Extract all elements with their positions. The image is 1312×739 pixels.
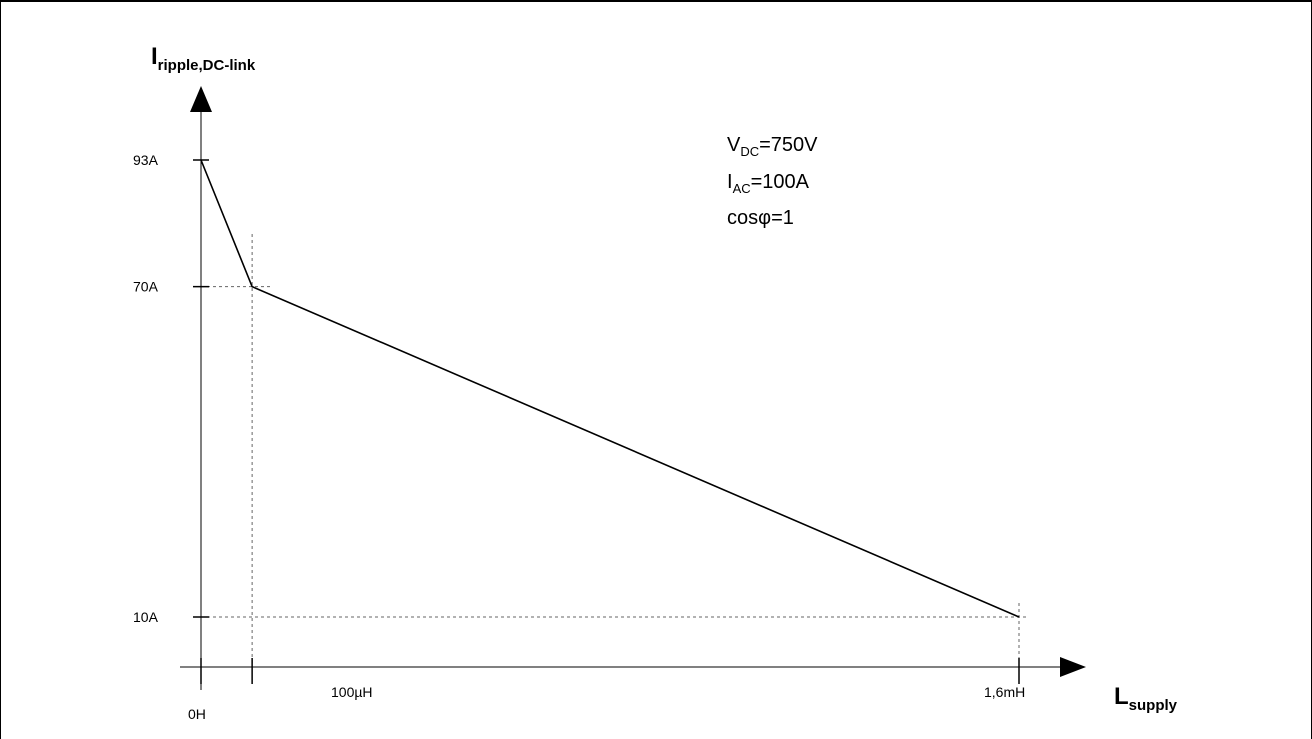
annotation-cos: cosφ=1 — [727, 207, 794, 229]
annotation-vdc-sub: DC — [740, 144, 759, 159]
y-axis-title: Iripple,DC-link — [151, 43, 256, 74]
y-tick-label-1: 70A — [133, 279, 159, 295]
annotation-vdc-rest: =750V — [759, 134, 818, 156]
annotation-iac-main: I — [727, 171, 733, 193]
y-axis-title-main: I — [151, 43, 158, 70]
series-line — [200, 159, 1020, 618]
annotation-iac: IAC=100A — [727, 171, 810, 196]
annotation-iac-rest: =100A — [751, 171, 810, 193]
y-tick-label-0: 93A — [133, 152, 159, 168]
x-axis-arrow — [1060, 657, 1086, 677]
x-axis-title-main: L — [1114, 683, 1129, 710]
x-tick-label-2: 1,6mH — [984, 684, 1025, 700]
annotation-vdc-main: V — [727, 134, 741, 156]
x-axis-title-sub: supply — [1129, 697, 1178, 714]
chart-marks: 93A 70A 10A 0H 100µH 1,6mH — [133, 152, 1028, 722]
annotation-iac-sub: AC — [733, 181, 751, 196]
y-tick-label-2: 10A — [133, 609, 159, 625]
x-tick-label-1: 100µH — [331, 684, 373, 700]
x-tick-label-0: 0H — [188, 706, 206, 722]
x-axis-title: Lsupply — [1114, 683, 1178, 714]
y-axis-title-sub: ripple,DC-link — [158, 57, 256, 74]
y-axis-arrow — [190, 86, 212, 112]
annotation-vdc: VDC=750V — [727, 134, 818, 159]
